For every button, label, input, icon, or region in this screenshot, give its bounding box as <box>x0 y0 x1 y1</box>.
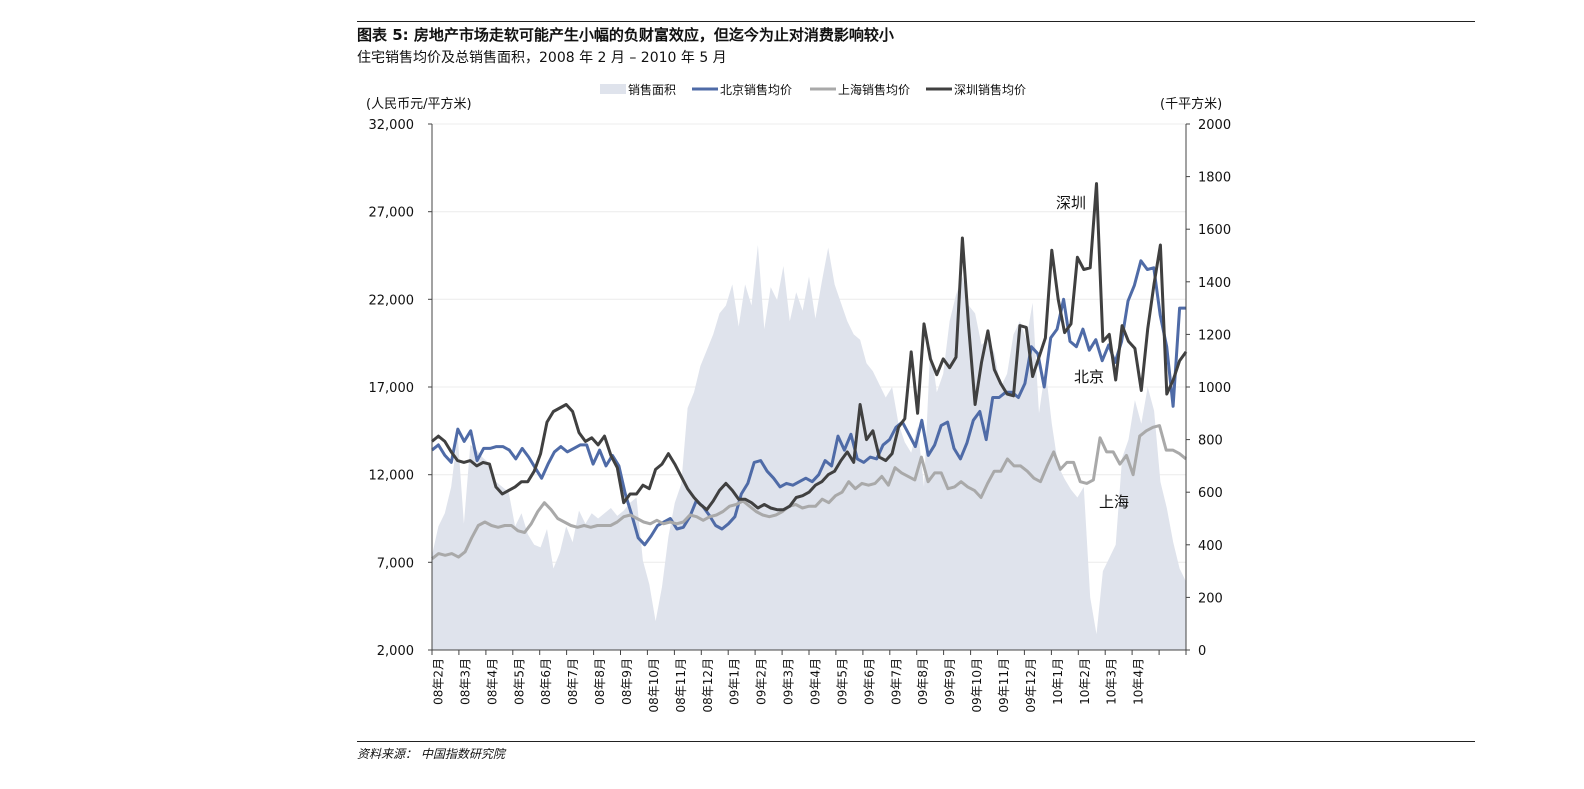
source-note: 资料来源： 中国指数研究院 <box>357 747 505 761</box>
series-line-shanghai <box>431 424 1187 560</box>
line-layer <box>431 182 1188 560</box>
x-tick-label: 08年6月 <box>539 658 553 705</box>
y-right-tick-label: 600 <box>1198 486 1223 501</box>
y-right-tick-label: 0 <box>1198 644 1206 659</box>
x-tick-label: 09年8月 <box>916 658 930 705</box>
x-tick-label: 09年10月 <box>970 658 984 713</box>
legend: 销售面积 北京销售均价 上海销售均价 深圳销售均价 <box>600 82 1026 97</box>
legend-shenzhen-label: 深圳销售均价 <box>954 82 1026 97</box>
series-line-shenzhen <box>431 182 1188 512</box>
legend-sales-area-label: 销售面积 <box>628 82 676 97</box>
x-tick-label: 09年3月 <box>782 658 796 705</box>
x-tick-label: 08年5月 <box>512 658 526 705</box>
legend-beijing-label: 北京销售均价 <box>720 82 792 97</box>
x-tick-label: 08年9月 <box>620 658 634 705</box>
x-tick-label: 10年4月 <box>1132 658 1146 705</box>
figure-subtitle: 住宅销售均价及总销售面积，2008 年 2 月 – 2010 年 5 月 <box>357 50 727 66</box>
legend-sales-area-swatch <box>600 84 626 94</box>
x-tick-label: 09年12月 <box>1024 658 1038 713</box>
x-tick-label: 09年6月 <box>862 658 876 705</box>
series-area-sales-area <box>432 245 1186 650</box>
x-tick-label: 08年4月 <box>485 658 499 705</box>
x-tick-label: 08年7月 <box>566 658 580 705</box>
axes: 32,000 27,000 22,000 17,000 12,000 7,000 2,000… <box>369 118 1232 713</box>
x-tick-label: 08年2月 <box>432 658 446 705</box>
y-right-tick-label: 800 <box>1198 434 1223 449</box>
x-tick-label: 09年7月 <box>889 658 903 705</box>
y-right-tick-label: 200 <box>1198 591 1223 606</box>
annotation-label: 深圳 <box>1056 194 1086 212</box>
y-right-unit: (千平方米) <box>1160 96 1222 112</box>
y-left-tick-label: 2,000 <box>377 644 414 659</box>
y-left-tick-label: 32,000 <box>369 118 415 133</box>
y-right-tick-label: 1200 <box>1198 328 1231 343</box>
y-left-tick-label: 22,000 <box>369 293 415 308</box>
y-right-tick-label: 1800 <box>1198 171 1231 186</box>
annotation-label: 上海 <box>1099 493 1129 511</box>
y-left-unit: (人民币元/平方米) <box>366 96 472 112</box>
x-tick-label: 09年4月 <box>809 658 823 705</box>
bottom-rule <box>357 741 1475 742</box>
y-right-tick-label: 400 <box>1198 539 1223 554</box>
y-left-tick-label: 7,000 <box>377 556 414 571</box>
x-tick-label: 08年10月 <box>647 658 661 713</box>
x-tick-label: 08年8月 <box>593 658 607 705</box>
x-tick-label: 09年2月 <box>755 658 769 705</box>
y-right-tick-label: 1600 <box>1198 223 1231 238</box>
y-left-tick-label: 27,000 <box>369 206 415 221</box>
x-tick-label: 10年3月 <box>1105 658 1119 705</box>
top-rule <box>357 21 1475 22</box>
x-tick-label: 09年11月 <box>997 658 1011 713</box>
x-tick-label: 10年2月 <box>1078 658 1092 705</box>
x-tick-label: 09年1月 <box>728 658 742 705</box>
y-right-tick-label: 1400 <box>1198 276 1231 291</box>
x-tick-label: 08年11月 <box>674 658 688 713</box>
x-tick-label: 08年12月 <box>701 658 715 713</box>
x-tick-label: 09年9月 <box>943 658 957 705</box>
x-tick-label: 09年5月 <box>835 658 849 705</box>
y-right-tick-label: 2000 <box>1198 118 1231 133</box>
annotation-label: 北京 <box>1074 368 1104 386</box>
x-tick-label: 10年1月 <box>1051 658 1065 705</box>
y-left-tick-label: 17,000 <box>369 381 415 396</box>
x-tick-label: 08年3月 <box>458 658 472 705</box>
y-left-tick-label: 12,000 <box>369 469 415 484</box>
figure-title: 图表 5: 房地产市场走软可能产生小幅的负财富效应，但迄今为止对消费影响较小 <box>357 26 894 44</box>
area-layer <box>432 245 1186 650</box>
y-right-tick-label: 1000 <box>1198 381 1231 396</box>
legend-shanghai-label: 上海销售均价 <box>838 82 910 97</box>
